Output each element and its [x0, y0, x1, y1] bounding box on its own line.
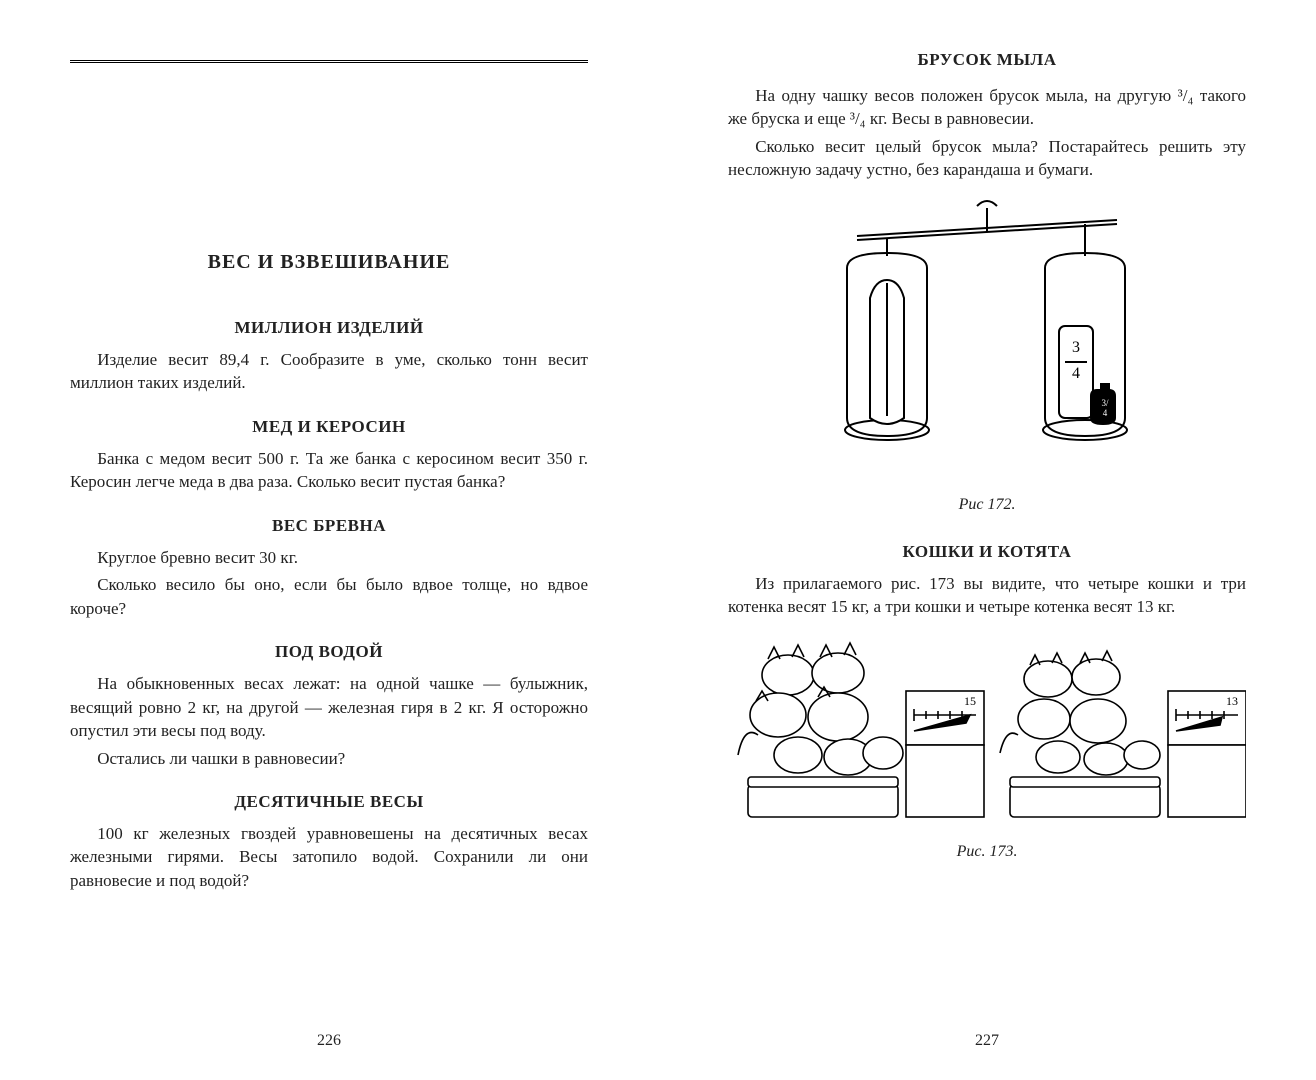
section-title: ДЕСЯТИЧНЫЕ ВЕСЫ [70, 792, 588, 812]
body-text: Круглое бревно весит 30 кг. [70, 546, 588, 569]
figure-173: 15 13 [728, 635, 1246, 835]
left-page: ВЕС И ВЗВЕШИВАНИЕ МИЛЛИОН ИЗДЕЛИЙ Издели… [0, 0, 658, 1080]
figure-172: 3 4 3/ 4 [728, 198, 1246, 488]
fraction-label: 3 [1072, 339, 1080, 356]
header-rule [70, 60, 588, 63]
section-title: ПОД ВОДОЙ [70, 642, 588, 662]
body-text: На обыкновенных весах лежат: на одной ча… [70, 672, 588, 742]
section-title: БРУСОК МЫЛА [728, 50, 1246, 70]
body-text: 100 кг железных гвоздей уравновешены на … [70, 822, 588, 892]
weight-label: 3/ [1101, 398, 1109, 408]
body-text: Банка с медом весит 500 г. Та же банка с… [70, 447, 588, 494]
cats-scales-icon: 15 13 [728, 635, 1246, 835]
figure-caption: Рис. 173. [728, 843, 1246, 861]
page-number: 227 [658, 1032, 1316, 1050]
fraction-label: 4 [1072, 365, 1080, 382]
chapter-title: ВЕС И ВЗВЕШИВАНИЕ [70, 251, 588, 274]
figure-caption: Рис 172. [728, 496, 1246, 514]
body-text: На одну чашку весов положен брусок мыла,… [728, 84, 1246, 131]
section-title: КОШКИ И КОТЯТА [728, 542, 1246, 562]
body-text: Остались ли чашки в равновесии? [70, 747, 588, 770]
body-text: Сколько весит целый брусок мыла? Постара… [728, 135, 1246, 182]
balance-scale-icon: 3 4 3/ 4 [827, 198, 1147, 488]
dial-reading: 13 [1226, 694, 1238, 708]
book-spread: ВЕС И ВЗВЕШИВАНИЕ МИЛЛИОН ИЗДЕЛИЙ Издели… [0, 0, 1316, 1080]
section-title: ВЕС БРЕВНА [70, 516, 588, 536]
dial-reading: 15 [964, 694, 976, 708]
weight-label: 4 [1103, 408, 1108, 418]
page-number: 226 [0, 1032, 658, 1050]
body-text: Изделие весит 89,4 г. Сообразите в уме, … [70, 348, 588, 395]
body-text: Сколько весило бы оно, если бы было вдво… [70, 573, 588, 620]
section-title: МЕД И КЕРОСИН [70, 417, 588, 437]
right-page: БРУСОК МЫЛА На одну чашку весов положен … [658, 0, 1316, 1080]
section-title: МИЛЛИОН ИЗДЕЛИЙ [70, 318, 588, 338]
body-text: Из прилагаемого рис. 173 вы видите, что … [728, 572, 1246, 619]
